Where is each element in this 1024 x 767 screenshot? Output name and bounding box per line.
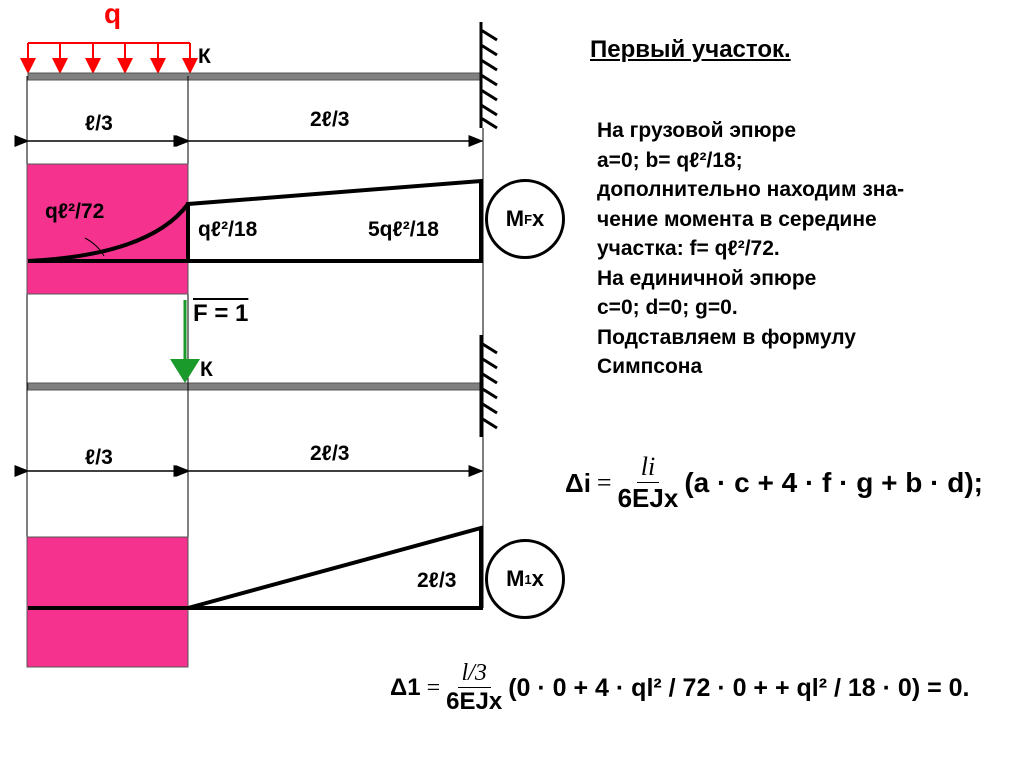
mf-mid-label: qℓ²/72 — [45, 200, 105, 223]
text-line: На единичной эпюре — [597, 266, 817, 290]
text-line: c=0; d=0; g=0. — [597, 296, 738, 319]
simpson-formula: Δi = li 6EJx (a · c + 4 · f · g + b · d); — [565, 452, 983, 514]
mf-left-label: qℓ²/18 — [198, 218, 258, 241]
dim-left-top: ℓ/3 — [85, 112, 113, 135]
unit-force-label: F = 1 — [193, 300, 249, 327]
mf-right-label: 5qℓ²/18 — [368, 218, 439, 241]
distributed-load — [20, 42, 198, 74]
formula-fraction: l/3 6EJx — [446, 660, 503, 715]
dim-right-bottom: 2ℓ/3 — [310, 442, 350, 465]
beam-bottom — [27, 382, 482, 391]
m1-label: 2ℓ/3 — [417, 569, 457, 592]
fixed-support-bottom — [479, 335, 498, 437]
formula-eq: = — [596, 468, 612, 497]
slide-title: Первый участок. — [590, 36, 791, 63]
formula-lhs: Δ1 — [390, 674, 421, 701]
formula-body: (a · c + 4 · f · g + b · d); — [684, 467, 984, 498]
mf-diagram — [27, 178, 483, 263]
specific-formula: Δ1 = l/3 6EJx (0 · 0 + 4 · ql² / 72 · 0 +… — [390, 660, 970, 716]
text-line: дополнительно находим зна- — [597, 178, 905, 201]
text-line: чение момента в середине — [597, 207, 877, 231]
formula-fraction: li 6EJx — [617, 452, 679, 513]
dim-right-top: 2ℓ/3 — [310, 108, 350, 131]
text-line: Симпсона — [597, 355, 703, 378]
leader-line — [84, 237, 105, 257]
m1-diagram — [28, 525, 483, 610]
formula-lhs: Δi — [565, 467, 591, 498]
highlight-region-bottom — [26, 536, 189, 668]
formula-body: (0 · 0 + 4 · ql² / 72 · 0 + + ql² / 18 ·… — [508, 673, 970, 702]
text-line: На грузовой эпюре — [597, 119, 797, 142]
dim-left-bottom: ℓ/3 — [85, 446, 113, 469]
formula-eq: = — [426, 674, 441, 701]
text-line: a=0; b= qℓ²/18; — [597, 148, 743, 172]
explanation-text: На грузовой эпюре a=0; b= qℓ²/18; дополн… — [597, 116, 904, 382]
fixed-support-top — [479, 22, 498, 130]
point-k-top: К — [198, 45, 211, 68]
point-k-bottom: К — [200, 358, 213, 381]
dimension-lines — [14, 135, 484, 477]
beam-top — [27, 72, 482, 81]
text-line: Подставляем в формулу — [597, 325, 856, 349]
text-line: участка: f= qℓ²/72. — [597, 237, 780, 260]
load-label: q — [104, 0, 122, 29]
